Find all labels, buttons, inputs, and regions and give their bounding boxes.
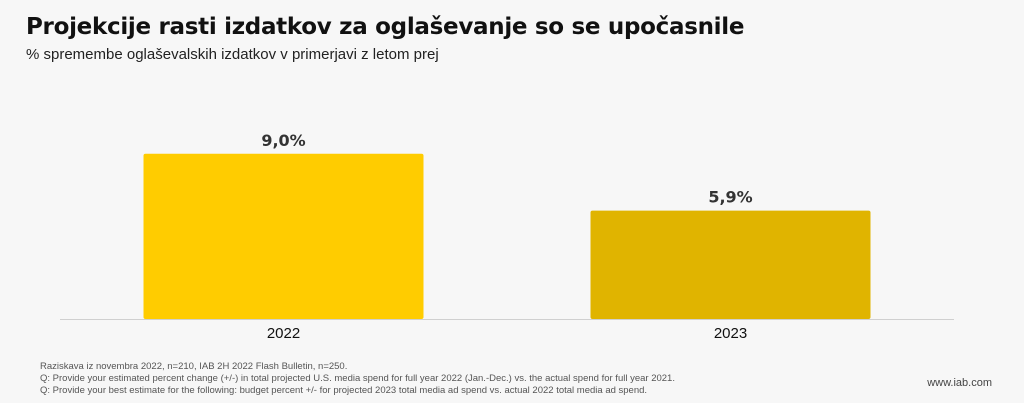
bar-2023: [590, 210, 871, 319]
chart-subtitle: % spremembe oglaševalskih izdatkov v pri…: [26, 46, 439, 63]
x-tick-label-2023: 2023: [714, 325, 747, 342]
footnotes: Raziskava iz novembra 2022, n=210, IAB 2…: [40, 361, 675, 397]
data-label-2023: 5,9%: [708, 188, 752, 207]
footnote-question-2023: Q: Provide your best estimate for the fo…: [40, 385, 648, 396]
footnote-sample: Raziskava iz novembra 2022, n=210, IAB 2…: [40, 361, 348, 372]
footnote-question-2022: Q: Provide your estimated percent change…: [40, 373, 675, 384]
source-url: www.iab.com: [927, 377, 992, 389]
chart-title: Projekcije rasti izdatkov za oglaševanje…: [26, 14, 745, 40]
bar-2022: [143, 153, 424, 319]
data-label-2022: 9,0%: [261, 131, 305, 150]
x-tick-label-2022: 2022: [267, 325, 300, 342]
